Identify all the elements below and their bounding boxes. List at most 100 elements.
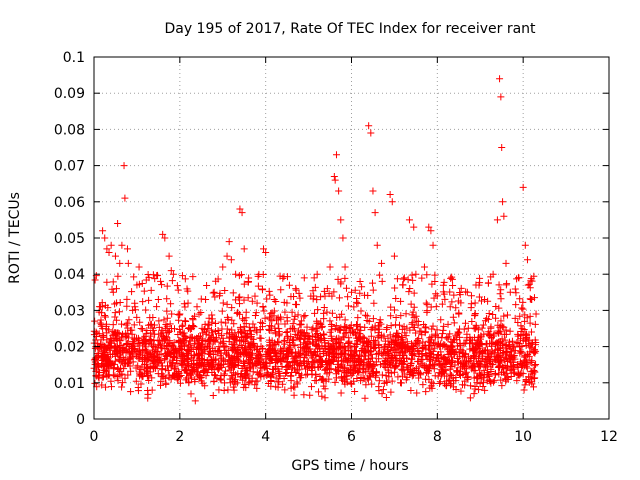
data-point	[361, 375, 369, 383]
data-point	[497, 376, 505, 384]
data-point	[202, 296, 210, 304]
data-point	[384, 358, 392, 366]
data-point	[372, 373, 380, 381]
data-point	[197, 308, 205, 316]
data-point	[245, 363, 253, 371]
data-point	[467, 292, 475, 300]
data-point	[238, 209, 246, 217]
data-point	[517, 331, 525, 339]
data-point	[137, 325, 145, 332]
data-point	[111, 329, 119, 337]
data-point	[284, 351, 292, 359]
data-point	[296, 358, 304, 366]
data-point	[318, 322, 326, 330]
data-point	[159, 230, 167, 238]
x-tick-label: 12	[600, 429, 618, 445]
data-point	[441, 356, 449, 364]
data-point	[253, 384, 261, 392]
data-point	[263, 358, 271, 366]
data-point	[440, 354, 448, 362]
data-point	[163, 295, 171, 303]
data-point	[122, 321, 130, 329]
data-point	[241, 380, 249, 388]
data-point	[423, 364, 431, 372]
data-point	[142, 306, 150, 314]
data-point	[163, 349, 171, 357]
data-point	[404, 365, 412, 373]
data-point	[251, 292, 259, 300]
data-point	[457, 387, 465, 395]
data-point	[372, 358, 380, 366]
data-point	[185, 378, 193, 386]
data-point	[132, 351, 140, 359]
data-point	[118, 320, 126, 328]
data-point	[448, 298, 456, 306]
data-point	[139, 346, 147, 354]
data-point	[275, 378, 283, 386]
data-point	[252, 326, 260, 334]
data-point	[412, 329, 420, 337]
data-point	[374, 350, 382, 358]
data-point	[323, 285, 331, 293]
data-point	[446, 370, 454, 378]
data-point	[214, 347, 222, 355]
data-point	[472, 281, 480, 289]
data-point	[354, 314, 362, 322]
data-point	[330, 345, 338, 353]
data-point	[214, 365, 222, 373]
data-point	[125, 359, 133, 367]
data-point	[517, 369, 525, 377]
data-point	[136, 318, 144, 326]
data-point	[511, 347, 519, 355]
data-point	[124, 339, 132, 347]
data-point	[168, 277, 176, 285]
data-point	[530, 383, 538, 391]
data-point	[523, 350, 531, 358]
data-point	[111, 252, 119, 260]
data-point	[378, 390, 386, 398]
data-point	[463, 373, 471, 381]
data-point	[371, 343, 379, 351]
data-point	[99, 227, 107, 235]
data-point	[393, 340, 401, 348]
data-point	[492, 302, 500, 310]
data-point	[480, 379, 488, 387]
y-tick-labels: 0 0.01 0.02 0.03 0.04 0.05 0.06 0.07 0.08 0.09 0.1	[54, 50, 85, 428]
data-point	[481, 347, 489, 355]
data-point	[130, 334, 138, 342]
axis-ticks	[93, 56, 610, 420]
data-point	[189, 321, 197, 329]
data-point	[129, 306, 137, 314]
data-point	[455, 329, 463, 337]
data-point	[246, 342, 254, 350]
data-point	[268, 309, 276, 317]
data-point	[284, 350, 292, 358]
data-point	[387, 388, 395, 396]
data-point	[293, 380, 301, 388]
data-point	[453, 367, 461, 375]
data-point	[142, 330, 150, 338]
data-point	[303, 343, 311, 351]
data-point	[523, 314, 531, 322]
data-point	[169, 270, 177, 278]
data-point	[147, 286, 155, 294]
data-point	[312, 377, 320, 385]
data-point	[355, 357, 363, 365]
data-point	[399, 366, 407, 374]
data-point	[368, 362, 376, 370]
data-point	[123, 295, 131, 303]
data-point	[436, 378, 444, 386]
data-point	[315, 388, 323, 396]
data-point	[453, 330, 461, 338]
data-point	[163, 314, 171, 322]
data-point	[413, 389, 421, 397]
data-point	[350, 343, 358, 351]
data-point	[215, 330, 223, 338]
data-point	[439, 281, 447, 289]
data-point	[281, 308, 289, 316]
data-point	[498, 382, 506, 390]
data-point	[167, 300, 175, 308]
data-point	[164, 339, 172, 347]
data-point	[497, 93, 505, 101]
data-point	[166, 327, 174, 335]
